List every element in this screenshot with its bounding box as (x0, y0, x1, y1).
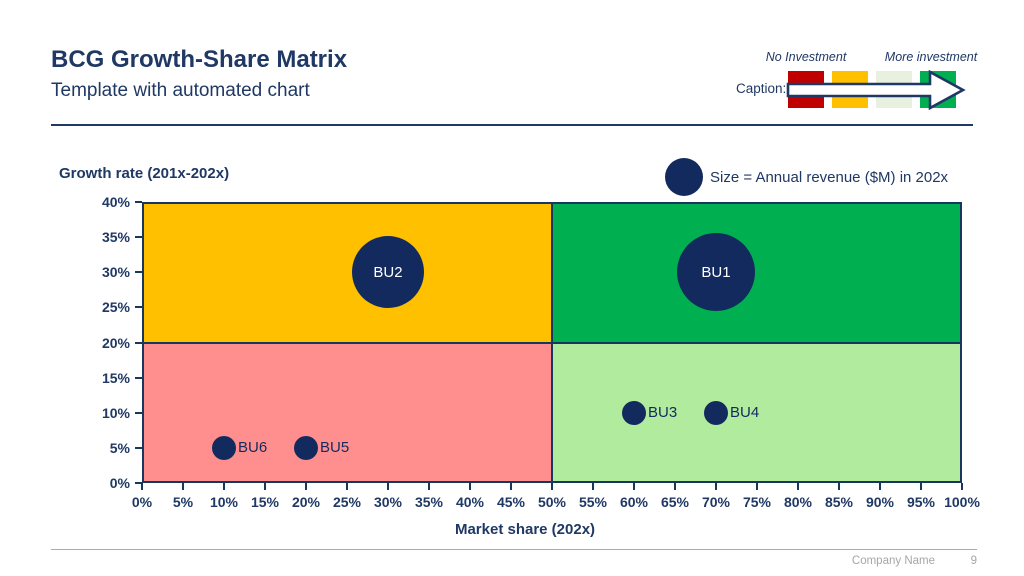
x-tick (264, 483, 266, 490)
y-tick (135, 306, 142, 309)
x-tick (182, 483, 184, 490)
bubble-label-BU5: BU5 (320, 438, 350, 456)
title-divider (51, 124, 973, 126)
caption-label: Caption: (736, 81, 787, 96)
x-axis-title: Market share (202x) (454, 521, 596, 538)
investment-arrow-icon (786, 69, 966, 111)
quadrant-bottom-left (142, 342, 552, 483)
footer-divider (51, 549, 977, 550)
x-tick-label: 25% (332, 494, 362, 510)
bubble-BU6 (212, 435, 236, 460)
footer-page-number: 9 (970, 555, 977, 567)
size-legend-text: Size = Annual revenue ($M) in 202x (710, 169, 949, 186)
x-tick-label: 65% (660, 494, 690, 510)
page-title: BCG Growth-Share Matrix (51, 46, 348, 73)
y-tick-label: 30% (101, 264, 130, 281)
x-tick-label: 60% (619, 494, 649, 510)
x-tick-label: 35% (414, 494, 444, 510)
x-tick (510, 483, 512, 490)
y-tick-label: 40% (101, 194, 130, 210)
x-tick-label: 75% (742, 494, 772, 510)
x-tick-label: 15% (250, 494, 280, 510)
x-tick-label: 10% (209, 494, 239, 510)
quadrant-bottom-right (552, 342, 962, 483)
bcg-matrix-plot (142, 202, 962, 483)
y-tick (135, 482, 142, 484)
x-tick-label: 20% (291, 494, 321, 510)
x-tick (797, 483, 799, 490)
x-tick (346, 483, 348, 490)
size-legend-bubble-icon (665, 158, 703, 196)
bubble-label-BU3: BU3 (648, 403, 678, 421)
y-tick-label: 5% (109, 439, 130, 456)
x-tick-label: 30% (373, 494, 403, 510)
bubble-BU1: BU1 (677, 233, 755, 312)
quadrant-divider-horizontal (142, 341, 962, 344)
y-tick-label: 15% (101, 369, 130, 386)
x-tick-label: 70% (701, 494, 731, 510)
x-tick (961, 483, 963, 490)
x-tick-label: 40% (455, 494, 485, 510)
bubble-label-BU6: BU6 (238, 438, 268, 456)
y-tick (135, 271, 142, 274)
caption-more-investment-label: More investment (884, 50, 978, 64)
y-tick (135, 376, 142, 379)
bubble-BU2: BU2 (352, 236, 424, 309)
y-tick-label: 20% (101, 334, 130, 351)
x-tick (305, 483, 307, 490)
x-tick (551, 483, 553, 490)
x-tick (715, 483, 717, 490)
bubble-label-BU4: BU4 (730, 403, 760, 421)
x-tick-label: 5% (172, 494, 194, 510)
x-tick (756, 483, 758, 490)
footer-company-name: Company Name (851, 555, 935, 567)
y-tick (135, 446, 142, 449)
y-tick-label: 25% (101, 299, 130, 316)
x-tick-label: 90% (865, 494, 895, 510)
x-tick (141, 483, 143, 490)
caption-no-investment-label: No Investment (765, 50, 847, 64)
y-tick-label: 10% (101, 404, 130, 421)
y-tick-label: 0% (109, 475, 130, 491)
x-tick (223, 483, 225, 490)
x-tick-label: 50% (537, 494, 567, 510)
quadrant-top-left (142, 202, 552, 343)
x-tick-label: 0% (131, 494, 153, 510)
x-tick (387, 483, 389, 490)
bubble-BU3 (622, 400, 646, 425)
x-tick-label: 85% (824, 494, 854, 510)
y-tick (135, 411, 142, 414)
bubble-BU4 (704, 400, 728, 425)
x-tick (838, 483, 840, 490)
x-tick (469, 483, 471, 490)
bubble-BU5 (294, 435, 318, 460)
y-tick (135, 201, 142, 203)
x-tick (592, 483, 594, 490)
y-tick (135, 341, 142, 344)
quadrant-top-right (552, 202, 962, 343)
x-tick-label: 100% (944, 494, 980, 510)
x-tick (879, 483, 881, 490)
x-tick-label: 95% (906, 494, 936, 510)
x-tick-label: 55% (578, 494, 608, 510)
y-tick (135, 236, 142, 239)
y-tick-label: 35% (101, 229, 130, 246)
x-tick (633, 483, 635, 490)
x-tick (428, 483, 430, 490)
page-subtitle: Template with automated chart (51, 80, 310, 101)
y-axis-title: Growth rate (201x-202x) (59, 165, 230, 182)
x-tick (920, 483, 922, 490)
x-tick-label: 80% (783, 494, 813, 510)
x-tick (674, 483, 676, 490)
x-tick-label: 45% (496, 494, 526, 510)
